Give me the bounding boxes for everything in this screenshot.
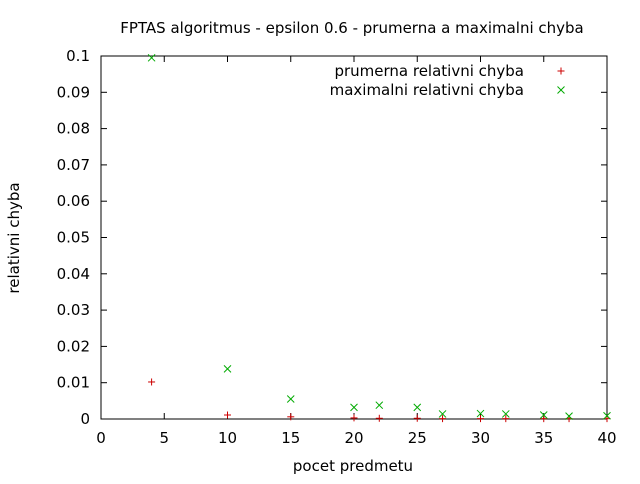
y-tick-label: 0 — [80, 410, 90, 428]
max-error-point — [413, 403, 422, 412]
y-tick-label: 0.02 — [57, 337, 90, 355]
x-tick-label: 20 — [344, 429, 363, 447]
mean-error-point — [439, 415, 447, 423]
legend-label: maximalni relativni chyba — [330, 81, 524, 99]
max-error-point — [147, 53, 156, 62]
legend-label: prumerna relativni chyba — [334, 62, 524, 80]
y-tick-label: 0.05 — [57, 229, 90, 247]
max-error-point — [603, 411, 611, 420]
y-tick-label: 0.03 — [57, 301, 90, 319]
x-tick-label: 25 — [408, 429, 427, 447]
mean-error-point — [413, 414, 421, 422]
max-error-point — [539, 411, 548, 419]
data-points — [147, 53, 611, 423]
mean-error-point — [224, 411, 231, 419]
legend-marker — [557, 86, 565, 94]
mean-error-point — [502, 415, 510, 423]
max-error-point — [286, 395, 295, 403]
y-tick-label: 0.04 — [57, 265, 90, 283]
max-error-point — [375, 401, 384, 410]
max-error-point — [501, 410, 510, 418]
y-axis-label: relativni chyba — [5, 182, 23, 293]
max-error-point — [223, 365, 232, 373]
mean-error-point — [540, 415, 548, 423]
x-tick-label: 5 — [159, 429, 169, 447]
y-tick-label: 0.01 — [57, 374, 90, 392]
mean-error-point — [375, 414, 383, 422]
mean-error-point — [477, 415, 484, 423]
max-error-point — [438, 410, 447, 418]
max-error-point — [476, 409, 485, 418]
chart-title: FPTAS algoritmus - epsilon 0.6 - prumern… — [120, 19, 584, 37]
y-tick-label: 0.09 — [57, 83, 90, 101]
mean-error-point — [350, 414, 358, 422]
axes: 0 5 10 15 20 25 30 35 40 0 0.01 0.02 0.03 0.04 0.05 0.0… — [57, 47, 617, 447]
legend-marker — [557, 67, 565, 75]
x-axis-label: pocet predmetu — [293, 457, 413, 475]
y-tick-label: 0.1 — [66, 47, 90, 65]
y-tick-label: 0.07 — [57, 156, 90, 174]
max-error-point — [565, 412, 573, 420]
x-tick-label: 15 — [281, 429, 300, 447]
y-tick-label: 0.06 — [57, 192, 90, 210]
x-tick-label: 30 — [471, 429, 490, 447]
mean-error-point — [148, 378, 156, 386]
x-tick-label: 0 — [96, 429, 106, 447]
y-tick-label: 0.08 — [57, 120, 90, 138]
mean-error-point — [287, 413, 295, 421]
max-error-point — [350, 403, 358, 412]
x-tick-label: 10 — [218, 429, 237, 447]
x-tick-label: 40 — [597, 429, 616, 447]
x-tick-label: 35 — [534, 429, 553, 447]
plot-frame — [100, 55, 608, 420]
